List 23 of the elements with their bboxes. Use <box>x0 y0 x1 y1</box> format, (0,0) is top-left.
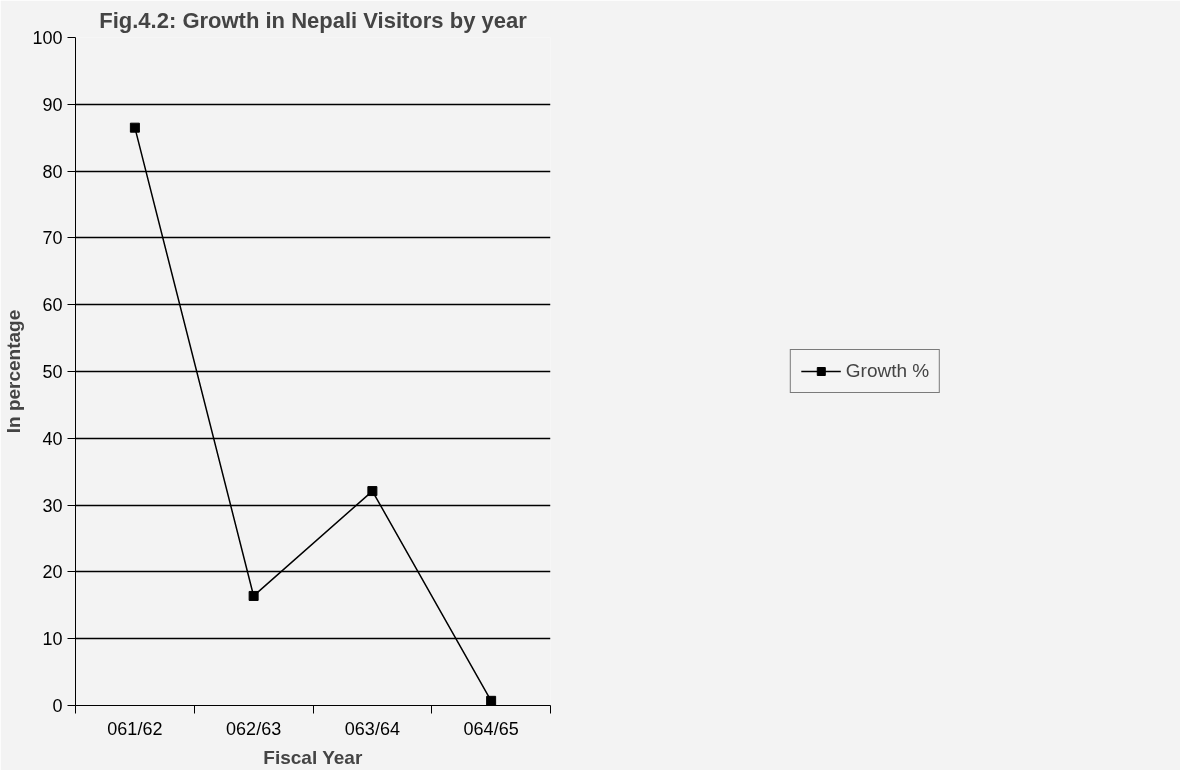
y-tick-label: 30 <box>42 495 63 516</box>
y-tick-label: 100 <box>32 28 63 48</box>
y-tick-label: 10 <box>42 629 63 650</box>
y-tick-label: 60 <box>42 295 63 316</box>
point <box>129 122 140 133</box>
point <box>486 695 497 706</box>
y-axis-title: In percentage <box>3 309 25 434</box>
y-tick-label: 20 <box>42 562 63 583</box>
x-axis-title: Fiscal Year <box>263 746 363 768</box>
y-tick-label: 40 <box>42 428 63 449</box>
y-tick-label: 70 <box>42 228 63 249</box>
y-tick-label: 0 <box>52 696 63 716</box>
chart-title: Fig.4.2: Growth in Nepali Visitors by year <box>99 7 528 33</box>
point <box>248 590 259 601</box>
x-tick-label: 061/62 <box>107 718 163 739</box>
y-tick-label: 50 <box>42 362 63 382</box>
x-tick-label: 063/64 <box>344 718 400 739</box>
legend-label: Growth % <box>845 360 930 382</box>
y-tick-label: 80 <box>42 161 63 182</box>
y-tick-label: 90 <box>42 94 63 115</box>
x-tick-label: 062/63 <box>226 718 282 739</box>
x-tick-label: 064/65 <box>463 718 519 739</box>
point <box>367 486 378 497</box>
